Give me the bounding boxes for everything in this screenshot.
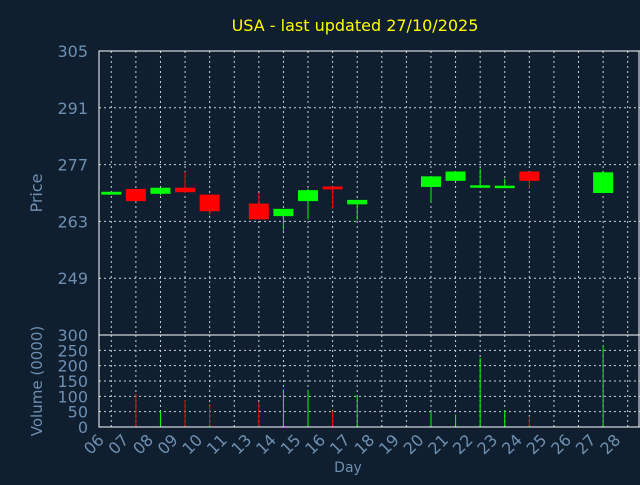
price-plot-frame xyxy=(98,50,640,336)
price-y-tick-label: 277 xyxy=(57,156,88,175)
candle-09 xyxy=(175,171,196,193)
candle-10 xyxy=(199,194,220,216)
price-grid xyxy=(99,50,640,335)
volume-y-tick-label: 100 xyxy=(57,387,88,406)
candle-27 xyxy=(593,170,614,193)
candle-body xyxy=(494,185,515,189)
x-tick-label: 16 xyxy=(301,430,329,458)
x-tick-label: 27 xyxy=(572,430,600,458)
candle-body xyxy=(519,171,540,181)
price-y-tick-labels: 305 291 277 263 249 xyxy=(57,42,88,288)
x-tick-label: 26 xyxy=(547,430,575,458)
candle-body xyxy=(593,172,614,193)
candle-07 xyxy=(125,188,146,202)
chart-title: USA - last updated 27/10/2025 xyxy=(232,16,479,35)
x-tick-labels: 0607080910111314151617181920212223242526… xyxy=(80,430,624,458)
candle-body xyxy=(273,208,294,217)
x-tick-label: 18 xyxy=(350,430,378,458)
candle-13 xyxy=(248,193,269,220)
volume-y-tick-label: 300 xyxy=(57,326,88,345)
x-tick-label: 07 xyxy=(105,430,133,458)
price-y-tick-label: 263 xyxy=(57,212,88,231)
x-tick-label: 14 xyxy=(252,430,280,458)
candle-body xyxy=(199,194,220,212)
x-tick-label: 21 xyxy=(424,430,452,458)
candle-14 xyxy=(273,208,294,231)
x-tick-label: 25 xyxy=(523,430,551,458)
volume-y-tick-label: 0 xyxy=(78,418,88,437)
candle-22 xyxy=(470,168,491,188)
x-tick-label: 11 xyxy=(203,430,231,458)
x-tick-label: 08 xyxy=(129,430,157,458)
candle-body xyxy=(101,191,122,195)
price-axis-label: Price xyxy=(27,173,46,212)
x-tick-label: 15 xyxy=(277,430,305,458)
candle-23 xyxy=(494,178,515,189)
x-tick-label: 22 xyxy=(449,430,477,458)
candle-body xyxy=(445,171,466,181)
candle-06 xyxy=(101,191,122,195)
volume-y-tick-label: 50 xyxy=(68,403,88,422)
candle-body xyxy=(248,203,269,220)
x-tick-label: 10 xyxy=(178,430,206,458)
x-tick-label: 20 xyxy=(400,430,428,458)
x-tick-label: 17 xyxy=(326,430,354,458)
x-tick-label: 28 xyxy=(596,430,624,458)
x-tick-label: 19 xyxy=(375,430,403,458)
price-y-tick-label: 249 xyxy=(57,269,88,288)
volume-y-tick-label: 200 xyxy=(57,357,88,376)
x-tick-label: 13 xyxy=(228,430,256,458)
candle-08 xyxy=(150,187,171,196)
price-y-tick-label: 305 xyxy=(57,42,88,61)
candle-20 xyxy=(420,176,441,203)
candle-body xyxy=(322,186,343,190)
candle-body xyxy=(298,190,319,202)
candle-body xyxy=(420,176,441,187)
candles xyxy=(101,168,614,231)
candle-body xyxy=(470,185,491,188)
candle-body xyxy=(175,187,196,193)
candle-body xyxy=(347,199,368,205)
volume-bars xyxy=(135,345,604,427)
candle-17 xyxy=(347,199,368,221)
volume-axis-label: Volume (0000) xyxy=(28,326,46,436)
candle-21 xyxy=(445,171,466,181)
volume-grid xyxy=(99,334,640,428)
candle-body xyxy=(125,188,146,202)
volume-plot-frame xyxy=(98,334,640,428)
candle-24 xyxy=(519,171,540,189)
x-axis-label: Day xyxy=(334,460,362,476)
candle-16 xyxy=(322,186,343,209)
candle-body xyxy=(150,187,171,194)
price-y-tick-label: 291 xyxy=(57,99,88,118)
x-tick-label: 09 xyxy=(154,430,182,458)
volume-y-tick-label: 250 xyxy=(57,341,88,360)
candle-15 xyxy=(298,188,319,220)
x-tick-label: 23 xyxy=(473,430,501,458)
x-tick-label: 24 xyxy=(498,430,526,458)
volume-y-tick-label: 150 xyxy=(57,372,88,391)
